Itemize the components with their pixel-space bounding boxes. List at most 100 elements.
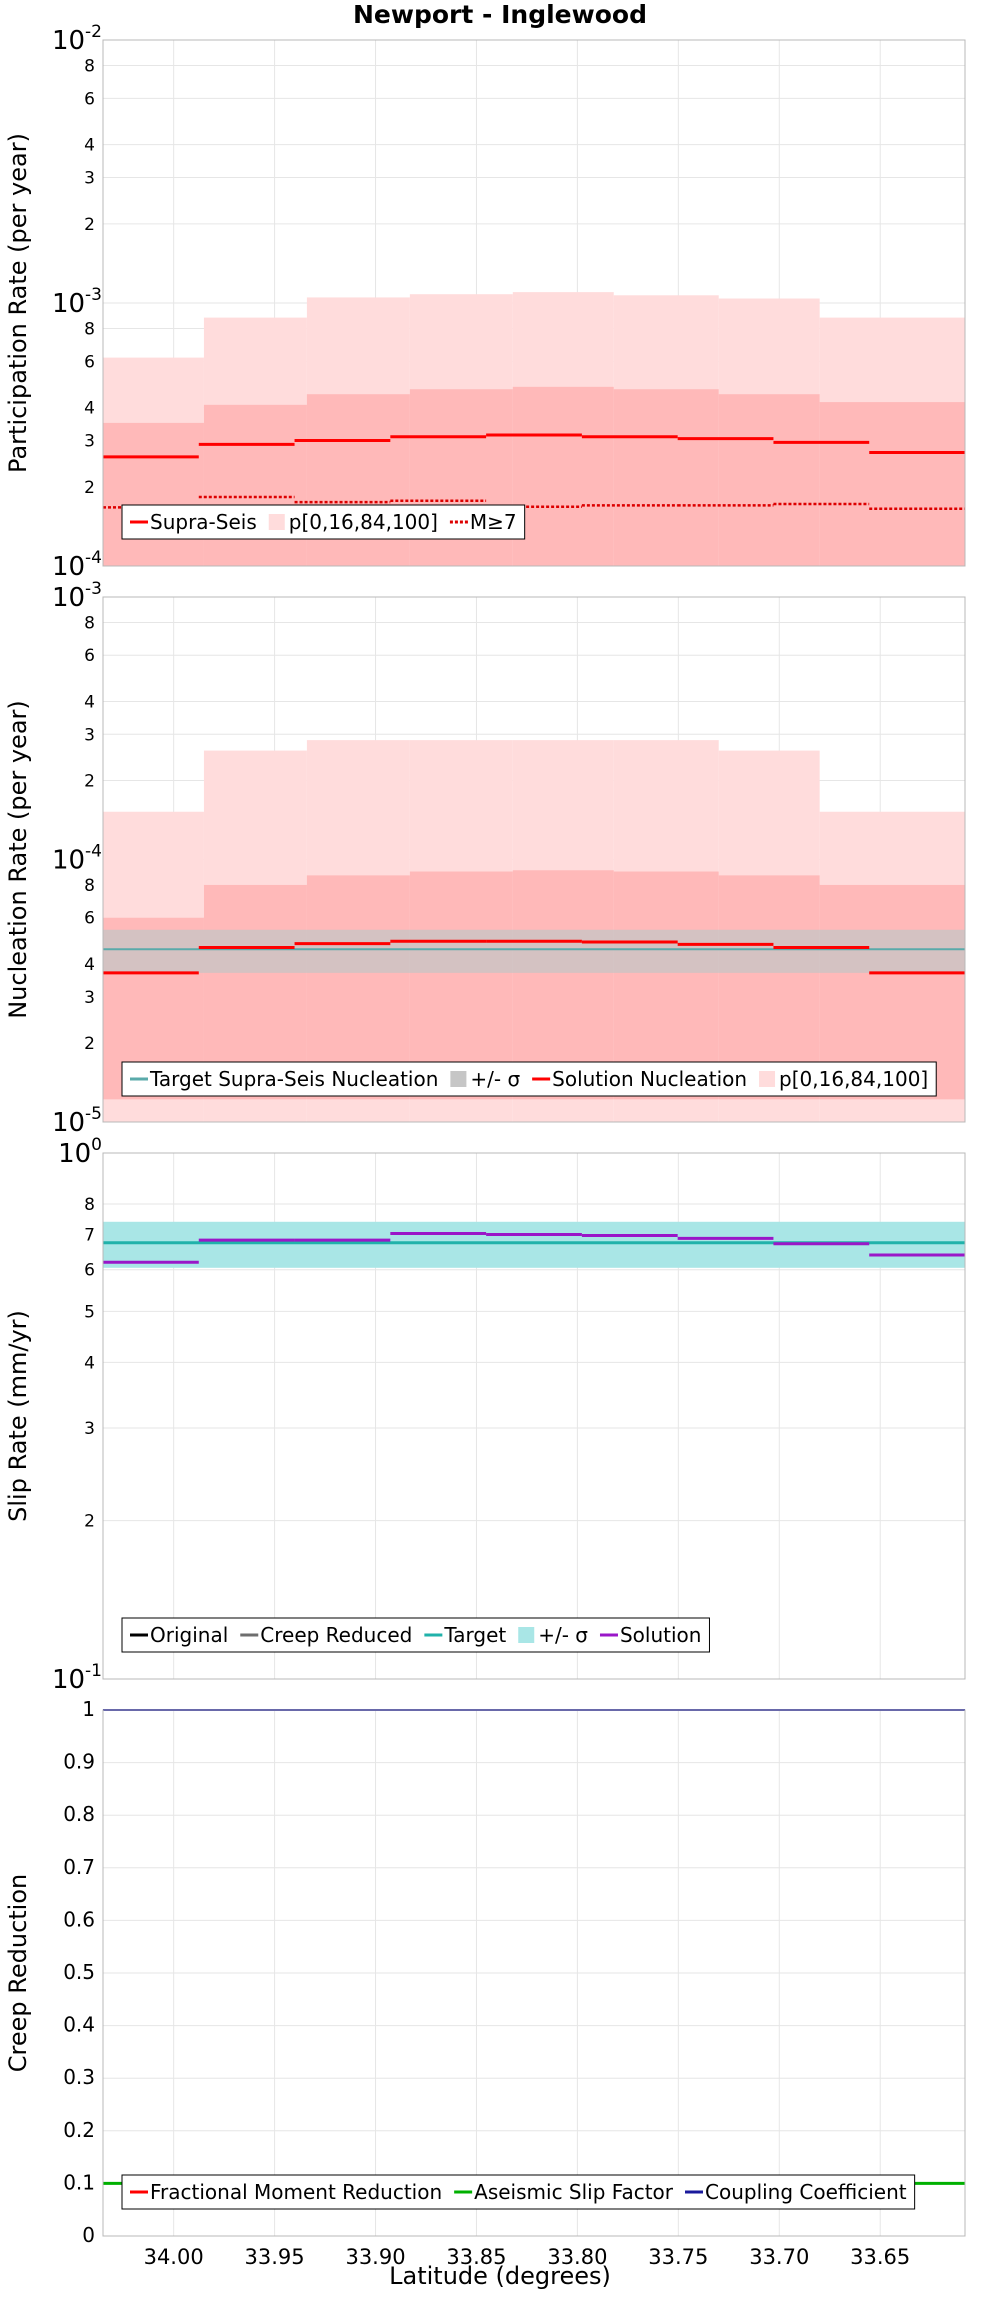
participation-legend-label: Supra-Seis (150, 510, 257, 534)
nucleation-legend-label: Target Supra-Seis Nucleation (149, 1067, 438, 1091)
x-tick-label: 34.00 (144, 2245, 204, 2269)
nucleation-y-tick-label: 8 (84, 613, 95, 633)
nucleation-y-tick-label: 4 (84, 692, 95, 712)
participation-band-rect (718, 394, 820, 566)
participation-band-rect (103, 422, 204, 566)
nucleation-y-tick-label: 8 (84, 876, 95, 896)
slip-y-tick-label: 100 (58, 1135, 102, 1169)
creep-y-tick-label: 0 (82, 2223, 95, 2247)
x-tick-label: 33.90 (345, 2245, 405, 2269)
nucleation-y-tick-label: 3 (84, 725, 95, 745)
slip-legend-label: +/- σ (538, 1623, 588, 1647)
participation-y-tick-label: 2 (84, 215, 95, 235)
nucleation-legend-swatch (759, 1071, 776, 1087)
slip-legend-label: Solution (620, 1623, 701, 1647)
slip-y-tick-label: 10-1 (52, 1661, 102, 1695)
participation-band-rect (306, 394, 410, 566)
x-tick-label: 33.85 (446, 2245, 506, 2269)
nucleation-y-tick-label: 10-3 (52, 579, 102, 613)
creep-y-tick-label: 0.3 (63, 2065, 95, 2089)
x-tick-label: 33.70 (749, 2245, 809, 2269)
creep-legend-label: Aseismic Slip Factor (474, 2180, 674, 2204)
participation-y-tick-label: 2 (84, 478, 95, 498)
participation-frame (102, 39, 966, 567)
creep-y-tick-label: 0.7 (63, 1855, 95, 1879)
slip-y-tick-label: 3 (84, 1419, 95, 1439)
nucleation-legend-swatch (450, 1071, 467, 1087)
x-tick-label: 33.65 (850, 2245, 910, 2269)
nucleation-legend-label: +/- σ (470, 1067, 520, 1091)
nucleation-y-tick-label: 6 (84, 646, 95, 666)
participation-y-tick-label: 6 (84, 352, 95, 372)
slip-y-tick-label: 7 (84, 1225, 95, 1245)
creep-y-tick-label: 0.2 (63, 2118, 95, 2142)
nucleation-sigma-band (103, 929, 965, 973)
slip-y-tick-label: 2 (84, 1512, 95, 1532)
x-axis-label: Latitude (degrees) (389, 2262, 611, 2290)
creep-legend: Fractional Moment Reduction Aseismic Slip… (121, 2174, 916, 2210)
creep-y-tick-label: 0.6 (63, 1907, 95, 1931)
creep-frame (102, 1709, 966, 2237)
participation-y-tick-label: 10-4 (52, 548, 102, 582)
nucleation-y-axis-label: Nucleation Rate (per year) (4, 700, 32, 1019)
creep-legend-label: Fractional Moment Reduction (150, 2180, 442, 2204)
nucleation-y-tick-label: 3 (84, 988, 95, 1008)
participation-y-tick-label: 6 (84, 89, 95, 109)
slip-legend-label: Original (150, 1623, 228, 1647)
slip-legend-box (121, 1617, 710, 1653)
creep-y-tick-label: 0.1 (63, 2170, 95, 2194)
creep-y-tick-label: 0.5 (63, 1960, 95, 1984)
creep-y-tick-label: 0.9 (63, 1750, 95, 1774)
participation-legend-label: p[0,16,84,100] (289, 510, 438, 534)
nucleation-y-tick-label: 4 (84, 955, 95, 975)
nucleation-band-rect (409, 871, 513, 1100)
nucleation-band-rect (512, 870, 614, 1100)
nucleation-band-rect (613, 871, 719, 1100)
slip-legend: Original Creep Reduced Target +/- σ Solution (121, 1617, 710, 1653)
chart-title: Newport - Inglewood (353, 0, 647, 29)
nucleation-y-tick-label: 2 (84, 771, 95, 791)
participation-band-rect (203, 404, 307, 566)
slip-y-tick-label: 5 (84, 1302, 95, 1322)
nucleation-legend-label: Solution Nucleation (552, 1067, 747, 1091)
slip-y-tick-label: 4 (84, 1353, 95, 1373)
participation-y-tick-label: 10-3 (52, 285, 102, 319)
participation-legend: Supra-Seis p[0,16,84,100] M≥7 (121, 504, 526, 540)
creep-legend-label: Coupling Coefficient (705, 2180, 907, 2204)
nucleation-legend-label: p[0,16,84,100] (779, 1067, 928, 1091)
participation-y-tick-label: 4 (84, 136, 95, 156)
x-tick-label: 33.75 (648, 2245, 708, 2269)
creep-legend-box (121, 2174, 916, 2210)
slip-y-tick-label: 8 (84, 1195, 95, 1215)
slip-legend-swatch (518, 1627, 535, 1643)
participation-legend-swatch (268, 514, 285, 530)
participation-band-rect (819, 402, 965, 566)
participation-band-rect (512, 386, 614, 566)
nucleation-y-tick-label: 10-4 (52, 842, 102, 876)
slip-legend-label: Target (443, 1623, 506, 1647)
creep-y-tick-label: 0.4 (63, 2013, 95, 2037)
slip-y-tick-label: 6 (84, 1261, 95, 1281)
participation-y-tick-label: 3 (84, 169, 95, 189)
slip-legend-label: Creep Reduced (260, 1623, 412, 1647)
participation-y-tick-label: 3 (84, 432, 95, 452)
nucleation-y-tick-label: 2 (84, 1034, 95, 1054)
x-tick-label: 33.80 (547, 2245, 607, 2269)
participation-y-tick-label: 8 (84, 56, 95, 76)
participation-legend-label: M≥7 (470, 510, 517, 534)
participation-y-axis-label: Participation Rate (per year) (4, 133, 32, 473)
creep-y-tick-label: 1 (82, 1697, 95, 1721)
slip-y-axis-label: Slip Rate (mm/yr) (4, 1310, 32, 1522)
creep-y-tick-label: 0.8 (63, 1802, 95, 1826)
participation-y-tick-label: 4 (84, 399, 95, 419)
participation-band-rect (613, 389, 719, 566)
participation-y-tick-label: 8 (84, 319, 95, 339)
nucleation-legend: Target Supra-Seis Nucleation +/- σ Solutio… (121, 1061, 937, 1097)
nucleation-frame (102, 596, 966, 1123)
nucleation-legend-box (121, 1061, 937, 1097)
nucleation-y-tick-label: 10-5 (52, 1104, 102, 1138)
slip-frame (102, 1152, 966, 1680)
nucleation-y-tick-label: 6 (84, 909, 95, 929)
